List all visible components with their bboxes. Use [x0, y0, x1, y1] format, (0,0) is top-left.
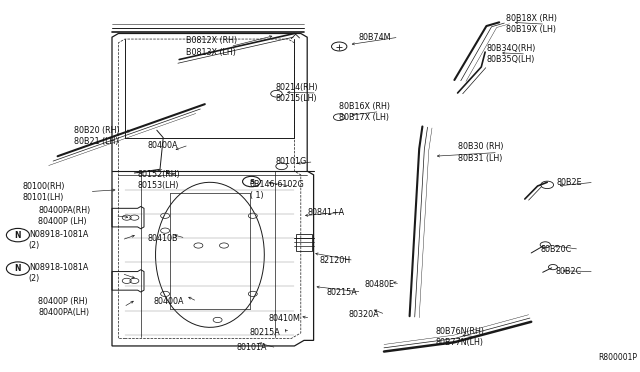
Text: N08918-1081A
(2): N08918-1081A (2)	[29, 230, 88, 250]
Text: 80B34Q(RH)
80B35Q(LH): 80B34Q(RH) 80B35Q(LH)	[486, 44, 536, 64]
Text: 80214(RH)
80215(LH): 80214(RH) 80215(LH)	[275, 83, 318, 103]
Text: 80101A: 80101A	[237, 343, 268, 352]
Text: N08918-1081A
(2): N08918-1081A (2)	[29, 263, 88, 283]
Text: 80215A: 80215A	[326, 288, 357, 296]
Text: 80215A: 80215A	[250, 328, 280, 337]
Text: 80841+A: 80841+A	[307, 208, 344, 217]
Text: S: S	[249, 179, 254, 185]
Text: 80400P (RH)
80400PA(LH): 80400P (RH) 80400PA(LH)	[38, 297, 90, 317]
Text: 80410B: 80410B	[147, 234, 178, 243]
Text: 80B20C: 80B20C	[541, 245, 572, 254]
Text: 80400PA(RH)
80400P (LH): 80400PA(RH) 80400P (LH)	[38, 206, 91, 226]
Text: 80B18X (RH)
80B19X (LH): 80B18X (RH) 80B19X (LH)	[506, 14, 557, 34]
Text: 80B2C: 80B2C	[556, 267, 582, 276]
Text: N: N	[15, 231, 21, 240]
Text: 80152(RH)
80153(LH): 80152(RH) 80153(LH)	[138, 170, 180, 190]
Text: 80B2E: 80B2E	[557, 178, 582, 187]
Text: N: N	[15, 264, 21, 273]
Text: 80B74M: 80B74M	[358, 33, 391, 42]
Text: 0B146-6102G
( 1): 0B146-6102G ( 1)	[250, 180, 305, 200]
Text: 80B76N(RH)
80B77N(LH): 80B76N(RH) 80B77N(LH)	[435, 327, 484, 347]
Text: B0812X (RH)
B0813X (LH): B0812X (RH) B0813X (LH)	[186, 36, 237, 57]
Text: 80400A: 80400A	[154, 297, 184, 306]
Text: 80480E: 80480E	[365, 280, 395, 289]
Bar	[296, 234, 312, 251]
Text: 80B16X (RH)
80B17X (LH): 80B16X (RH) 80B17X (LH)	[339, 102, 390, 122]
Text: 80101G: 80101G	[275, 157, 307, 166]
Text: 80400A: 80400A	[147, 141, 178, 150]
Text: 80B30 (RH)
80B31 (LH): 80B30 (RH) 80B31 (LH)	[458, 142, 503, 163]
Text: 80B20 (RH)
80B21 (LH): 80B20 (RH) 80B21 (LH)	[74, 126, 119, 146]
Text: 80100(RH)
80101(LH): 80100(RH) 80101(LH)	[22, 182, 65, 202]
Text: 80410M: 80410M	[269, 314, 301, 323]
Text: 80320A: 80320A	[349, 310, 380, 319]
Text: 82120H: 82120H	[320, 256, 351, 265]
Text: R800001P: R800001P	[598, 353, 637, 362]
